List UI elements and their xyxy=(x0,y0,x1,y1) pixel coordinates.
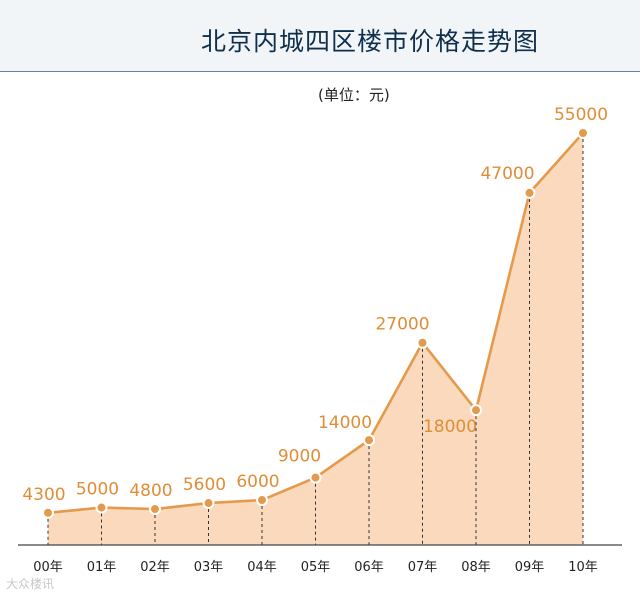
x-tick-label: 06年 xyxy=(354,560,384,575)
area-fill xyxy=(48,133,583,545)
header-band xyxy=(0,0,640,72)
x-tick-label: 04年 xyxy=(247,560,277,575)
data-point xyxy=(577,127,589,139)
data-point xyxy=(523,186,536,199)
data-point xyxy=(149,503,161,516)
data-point xyxy=(363,434,375,447)
data-point xyxy=(256,494,268,507)
x-tick-label: 09年 xyxy=(515,560,545,575)
chart-title: 北京内城四区楼市价格走势图 xyxy=(200,27,539,56)
unit-label: (单位：元) xyxy=(318,86,390,104)
data-point xyxy=(95,501,108,514)
data-label: 14000 xyxy=(318,413,372,433)
x-tick-label: 05年 xyxy=(301,560,331,575)
x-tick-label: 03年 xyxy=(194,560,224,575)
x-tick-label: 00年 xyxy=(33,560,63,575)
data-label: 4800 xyxy=(129,481,172,501)
x-tick-label: 02年 xyxy=(140,560,170,575)
data-point xyxy=(42,506,54,519)
x-tick-label: 10年 xyxy=(568,560,598,575)
data-point xyxy=(309,471,322,484)
data-label: 47000 xyxy=(480,164,534,184)
watermark: 大众楼讯 xyxy=(6,577,55,591)
x-tick-label: 07年 xyxy=(408,560,438,575)
data-label: 27000 xyxy=(375,315,429,335)
data-label: 5600 xyxy=(183,475,226,495)
data-label: 4300 xyxy=(22,485,65,505)
data-point xyxy=(416,336,429,349)
data-label: 9000 xyxy=(278,447,321,467)
data-point xyxy=(202,497,215,510)
data-label: 6000 xyxy=(236,472,279,492)
x-tick-label: 08年 xyxy=(461,560,491,575)
data-label: 55000 xyxy=(554,105,608,125)
header-divider xyxy=(0,71,640,72)
x-tick-label: 01年 xyxy=(87,560,117,575)
data-label: 5000 xyxy=(76,480,119,500)
data-point xyxy=(470,404,482,417)
data-label: 18000 xyxy=(423,417,477,437)
